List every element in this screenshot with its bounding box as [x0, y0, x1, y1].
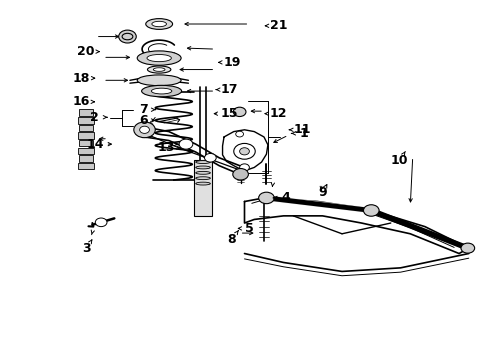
Text: 18: 18	[72, 72, 90, 85]
Circle shape	[95, 218, 107, 226]
Circle shape	[232, 168, 248, 180]
Circle shape	[119, 30, 136, 43]
Circle shape	[140, 126, 149, 134]
Bar	[79, 125, 93, 131]
Ellipse shape	[137, 51, 181, 65]
Ellipse shape	[145, 19, 172, 30]
Text: 15: 15	[220, 107, 237, 120]
Text: 7: 7	[139, 103, 147, 116]
Ellipse shape	[147, 54, 171, 62]
Circle shape	[239, 148, 249, 155]
Ellipse shape	[152, 21, 166, 27]
Bar	[79, 155, 93, 162]
Text: 14: 14	[87, 138, 104, 150]
Text: 19: 19	[223, 56, 241, 69]
Text: 11: 11	[293, 123, 310, 136]
Ellipse shape	[195, 166, 210, 169]
Text: 6: 6	[139, 114, 147, 127]
Text: 2: 2	[90, 111, 99, 124]
Ellipse shape	[195, 182, 210, 185]
Text: 13: 13	[158, 141, 175, 154]
Circle shape	[363, 205, 378, 216]
Circle shape	[233, 107, 245, 117]
Text: 1: 1	[299, 127, 308, 140]
Bar	[194, 160, 211, 216]
Text: 21: 21	[269, 19, 287, 32]
Text: 16: 16	[72, 95, 90, 108]
Ellipse shape	[153, 68, 164, 71]
Text: 10: 10	[390, 154, 407, 167]
Text: 8: 8	[227, 233, 236, 246]
Ellipse shape	[137, 75, 181, 86]
Bar	[78, 148, 94, 154]
Text: 5: 5	[244, 222, 253, 235]
Text: 3: 3	[81, 242, 90, 255]
Circle shape	[134, 122, 155, 138]
Circle shape	[239, 164, 249, 171]
Circle shape	[258, 192, 274, 204]
Bar	[79, 140, 93, 147]
Ellipse shape	[151, 88, 171, 94]
Ellipse shape	[195, 177, 210, 180]
Bar	[78, 132, 94, 139]
Text: 20: 20	[77, 45, 95, 58]
Circle shape	[233, 143, 255, 159]
Circle shape	[460, 243, 474, 253]
Ellipse shape	[195, 171, 210, 174]
Ellipse shape	[147, 66, 170, 73]
Text: 4: 4	[281, 192, 290, 204]
Text: 9: 9	[318, 186, 326, 199]
Bar	[78, 117, 94, 123]
Circle shape	[204, 153, 216, 162]
Bar	[79, 109, 93, 116]
Ellipse shape	[195, 161, 210, 163]
Text: 17: 17	[220, 83, 237, 96]
Ellipse shape	[142, 85, 181, 97]
Text: 12: 12	[269, 107, 287, 120]
Ellipse shape	[122, 33, 133, 40]
Bar	[78, 163, 94, 169]
Circle shape	[179, 139, 192, 149]
Circle shape	[235, 131, 243, 137]
